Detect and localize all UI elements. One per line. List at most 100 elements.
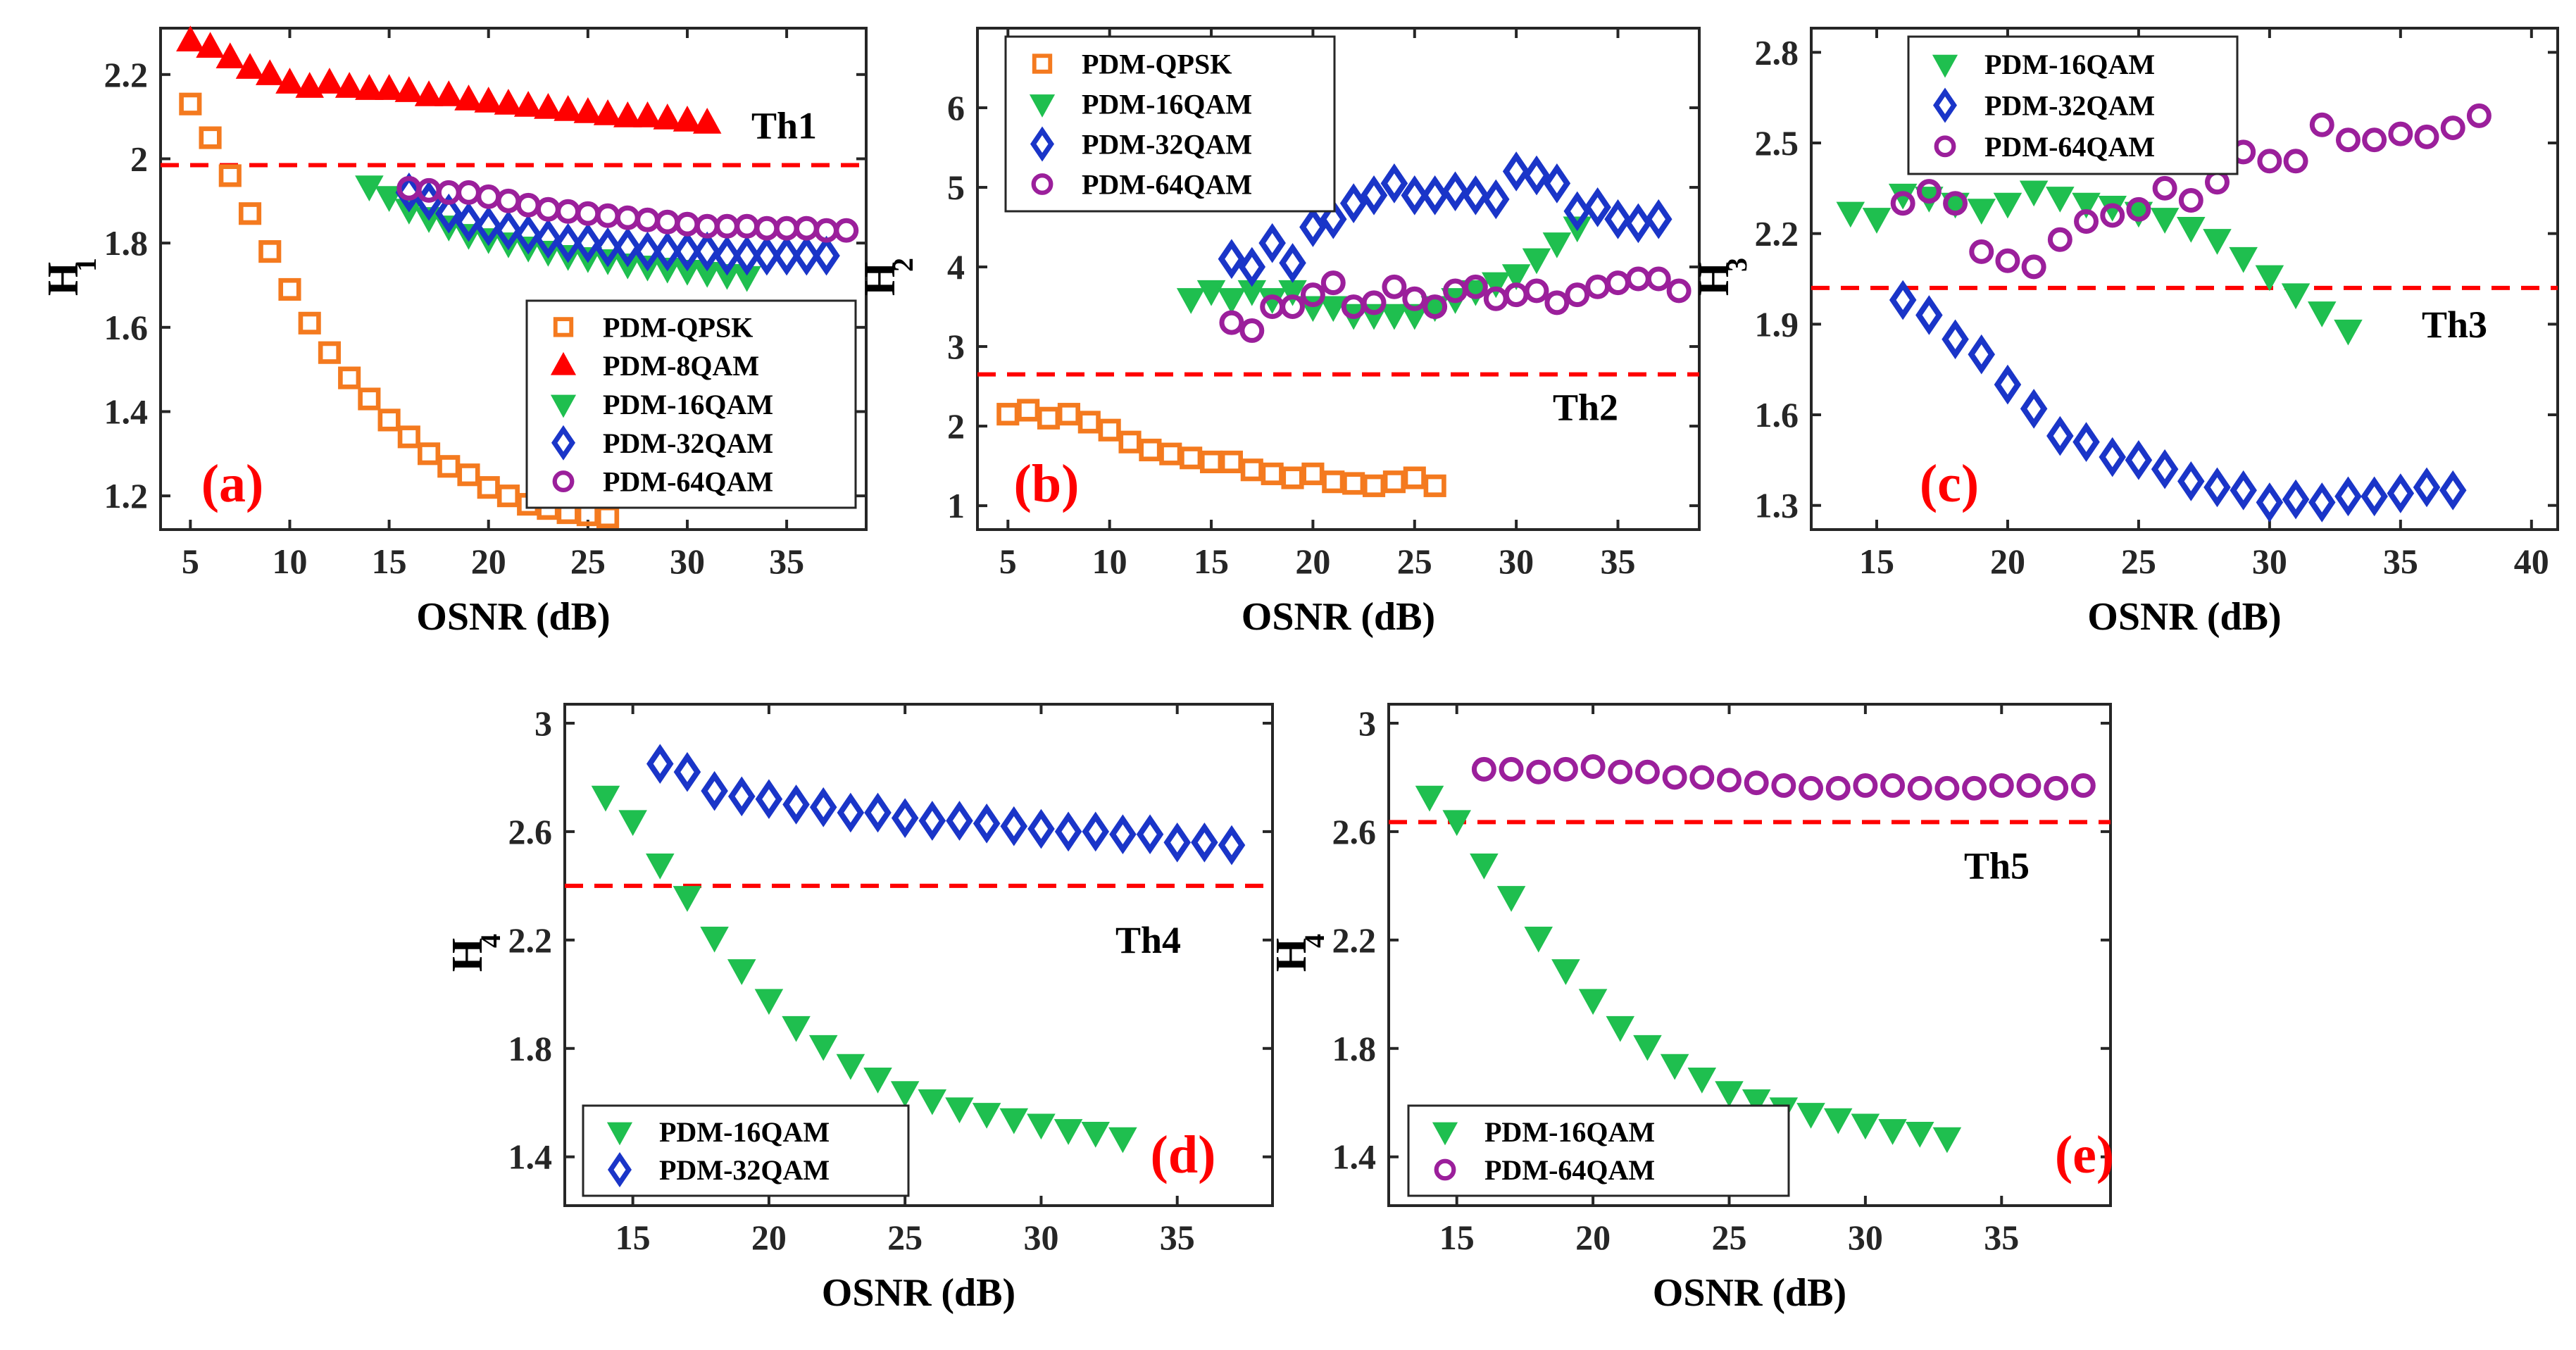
data-point: [1625, 266, 1651, 292]
legend-entry: PDM-16QAM: [603, 389, 773, 420]
data-point: [1499, 756, 1524, 782]
x-tick-label: 15: [372, 542, 407, 581]
data-point: [808, 1035, 838, 1061]
data-point: [946, 801, 973, 841]
y-axis-label-group: H4: [1268, 934, 1330, 972]
y-tick-label: 1.2: [104, 476, 149, 515]
data-point: [2100, 203, 2125, 228]
data-point: [435, 193, 463, 234]
data-point: [1471, 756, 1496, 782]
data-point: [1415, 785, 1444, 812]
data-point: [2414, 124, 2439, 149]
data-point: [1942, 319, 1969, 360]
data-point: [176, 25, 205, 52]
x-tick-label: 15: [1194, 542, 1229, 581]
legend-box: [1407, 1104, 1790, 1197]
data-point: [1196, 280, 1226, 306]
y-axis-label-subscript: 2: [887, 258, 919, 272]
data-point: [1380, 163, 1408, 204]
data-point: [1218, 825, 1246, 865]
data-point: [1995, 248, 2020, 273]
data-point: [1853, 773, 1878, 798]
data-point: [834, 218, 859, 243]
y-axis-label: H: [856, 262, 904, 296]
data-point: [455, 201, 482, 242]
data-point: [1037, 406, 1061, 430]
y-tick-label: 2.2: [1332, 920, 1377, 960]
threshold-label: Th1: [751, 104, 817, 146]
data-point: [1362, 474, 1386, 497]
data-point: [1744, 770, 1769, 796]
data-point: [1825, 775, 1851, 801]
y-axis-label-subscript: 4: [475, 934, 506, 948]
data-point: [215, 42, 245, 68]
x-axis-label: OSNR (dB): [416, 595, 610, 639]
data-point: [1524, 278, 1549, 304]
data-point: [1969, 239, 1994, 264]
data-point: [573, 97, 603, 123]
legend-marker: [1032, 54, 1053, 74]
x-tick-label: 20: [751, 1218, 787, 1257]
data-point: [673, 259, 702, 286]
data-point: [355, 175, 384, 201]
data-point: [836, 1054, 865, 1080]
data-point: [2307, 301, 2337, 327]
data-point: [2070, 773, 2096, 798]
data-point: [653, 104, 682, 130]
data-point: [2072, 422, 2100, 462]
data-point: [2334, 319, 2363, 346]
y-tick-label: 2.2: [508, 920, 553, 960]
legend-box: [1907, 35, 2239, 175]
legend-entry: PDM-QPSK: [1082, 49, 1232, 80]
data-point: [755, 779, 783, 820]
y-tick-label: 2.6: [508, 812, 553, 851]
y-tick-label: 6: [947, 88, 965, 127]
data-point: [673, 886, 702, 912]
data-point: [358, 387, 381, 411]
data-point: [2335, 127, 2361, 153]
data-point: [1176, 288, 1206, 314]
data-point: [734, 213, 760, 239]
data-point: [1217, 288, 1246, 314]
data-point: [1482, 179, 1510, 220]
data-point: [1542, 232, 1572, 258]
data-point: [945, 1097, 974, 1124]
data-point: [1633, 1035, 1662, 1061]
data-point: [813, 235, 840, 276]
legend-marker: [1934, 135, 1956, 158]
data-point: [1666, 278, 1692, 304]
data-point: [574, 223, 602, 263]
data-point: [2283, 149, 2308, 174]
data-point: [2126, 196, 2151, 222]
x-tick-label: 10: [272, 542, 307, 581]
data-point: [1463, 274, 1488, 299]
data-point: [1604, 199, 1632, 239]
data-point: [1238, 246, 1266, 287]
data-point: [837, 792, 865, 833]
data-point: [1851, 1113, 1880, 1140]
data-point: [377, 408, 401, 432]
data-point: [2099, 437, 2126, 477]
data-point: [594, 227, 622, 268]
y-tick-label: 1.6: [1755, 395, 1799, 435]
data-point: [774, 215, 799, 241]
data-point: [1342, 472, 1365, 495]
data-point: [2309, 112, 2334, 137]
x-tick-label: 35: [1601, 542, 1636, 581]
data-point: [673, 751, 701, 792]
data-point: [1423, 474, 1446, 497]
data-point: [1301, 462, 1325, 485]
data-point: [1360, 175, 1388, 215]
data-point: [1524, 926, 1553, 953]
x-tick-label: 25: [887, 1218, 923, 1257]
data-point: [1258, 223, 1286, 263]
y-axis-label-group: H2: [856, 258, 919, 296]
data-point: [615, 205, 640, 230]
series-pdm-32qam: [1218, 151, 1672, 287]
legend-entry: PDM-64QAM: [603, 466, 773, 498]
data-point: [692, 108, 722, 134]
series-pdm-32qam: [395, 173, 840, 276]
data-point: [1543, 163, 1571, 204]
